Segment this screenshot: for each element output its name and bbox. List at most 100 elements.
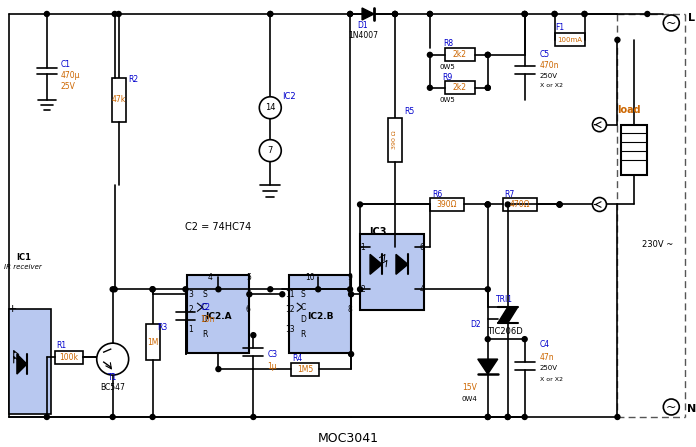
- Bar: [291, 363, 319, 375]
- Bar: [55, 350, 83, 363]
- Text: 5: 5: [246, 290, 251, 299]
- Text: 5: 5: [246, 273, 251, 282]
- Circle shape: [505, 414, 510, 419]
- Text: D: D: [300, 315, 306, 324]
- Circle shape: [347, 12, 353, 17]
- Text: 8: 8: [348, 305, 352, 314]
- Text: IC2.A: IC2.A: [205, 312, 232, 320]
- Text: TRI1: TRI1: [496, 295, 513, 304]
- Circle shape: [557, 202, 562, 207]
- Circle shape: [427, 85, 432, 90]
- Circle shape: [260, 139, 281, 162]
- Text: R8: R8: [443, 39, 453, 48]
- Circle shape: [427, 12, 432, 17]
- Text: 230V ~: 230V ~: [642, 240, 673, 249]
- Text: X or X2: X or X2: [539, 376, 562, 382]
- Polygon shape: [396, 254, 408, 274]
- Circle shape: [592, 118, 606, 132]
- Circle shape: [485, 202, 490, 207]
- Circle shape: [485, 52, 490, 57]
- Circle shape: [485, 337, 490, 342]
- Circle shape: [347, 287, 353, 292]
- Circle shape: [45, 414, 49, 419]
- Circle shape: [582, 12, 587, 17]
- Text: 15V: 15V: [462, 383, 477, 392]
- Text: ~: ~: [666, 17, 677, 30]
- Circle shape: [112, 287, 117, 292]
- Circle shape: [45, 12, 49, 17]
- Text: IC3: IC3: [370, 228, 387, 237]
- Bar: [360, 234, 424, 310]
- Text: D1: D1: [358, 21, 368, 30]
- Text: 9: 9: [348, 290, 353, 299]
- Circle shape: [522, 12, 527, 17]
- Text: F1: F1: [555, 23, 564, 33]
- Circle shape: [552, 12, 557, 17]
- Text: 3: 3: [188, 290, 193, 299]
- Text: C: C: [202, 303, 207, 312]
- Text: 2: 2: [188, 305, 193, 314]
- Text: X or X2: X or X2: [539, 83, 562, 89]
- Text: IR receiver: IR receiver: [4, 264, 42, 270]
- Text: C1: C1: [61, 60, 71, 69]
- Circle shape: [645, 12, 650, 17]
- Text: S: S: [202, 290, 207, 299]
- Text: C4: C4: [539, 340, 550, 349]
- Circle shape: [615, 38, 620, 42]
- Text: C3: C3: [267, 350, 278, 358]
- Text: R9: R9: [443, 73, 453, 82]
- Text: C2 = 74HC74: C2 = 74HC74: [185, 223, 251, 232]
- Polygon shape: [498, 307, 518, 323]
- Text: 12: 12: [285, 305, 295, 314]
- Text: R4: R4: [292, 354, 302, 363]
- Text: IC1: IC1: [16, 253, 31, 262]
- Bar: [388, 118, 402, 162]
- Bar: [445, 48, 475, 61]
- Circle shape: [522, 12, 527, 17]
- Text: 0W5: 0W5: [440, 97, 456, 103]
- Circle shape: [251, 333, 256, 337]
- Text: R7: R7: [505, 190, 515, 199]
- Bar: [622, 125, 647, 175]
- Circle shape: [280, 292, 285, 297]
- Text: MOC3041: MOC3041: [317, 432, 379, 445]
- Text: R: R: [301, 330, 306, 339]
- Text: 1M5: 1M5: [297, 365, 313, 374]
- Text: TIC206D: TIC206D: [487, 327, 523, 336]
- Circle shape: [110, 414, 115, 419]
- Circle shape: [347, 12, 353, 17]
- Circle shape: [427, 52, 432, 57]
- Circle shape: [485, 85, 490, 90]
- Polygon shape: [362, 8, 374, 20]
- Text: IC2.B: IC2.B: [307, 312, 333, 320]
- Text: D: D: [202, 315, 207, 324]
- Circle shape: [150, 287, 155, 292]
- Text: C5: C5: [539, 51, 550, 59]
- Text: 47n: 47n: [539, 353, 554, 362]
- Bar: [145, 324, 159, 360]
- Polygon shape: [370, 254, 382, 274]
- Circle shape: [485, 85, 490, 90]
- Bar: [555, 34, 585, 46]
- Circle shape: [485, 414, 490, 419]
- Text: 4: 4: [420, 285, 425, 294]
- Text: 470Ω: 470Ω: [509, 200, 530, 209]
- Circle shape: [150, 287, 155, 292]
- Polygon shape: [17, 354, 27, 374]
- Circle shape: [268, 287, 273, 292]
- Circle shape: [485, 414, 490, 419]
- Text: IC2: IC2: [283, 92, 296, 101]
- Text: L: L: [688, 13, 695, 23]
- Text: R3: R3: [157, 323, 168, 332]
- Text: N: N: [687, 404, 696, 414]
- Text: load: load: [617, 105, 641, 115]
- Circle shape: [349, 292, 354, 297]
- Circle shape: [349, 352, 354, 357]
- Circle shape: [505, 414, 510, 419]
- Bar: [445, 81, 475, 94]
- Text: 1M: 1M: [147, 337, 158, 346]
- Bar: [430, 198, 464, 211]
- Circle shape: [552, 12, 557, 17]
- Circle shape: [183, 287, 188, 292]
- Bar: [111, 78, 126, 122]
